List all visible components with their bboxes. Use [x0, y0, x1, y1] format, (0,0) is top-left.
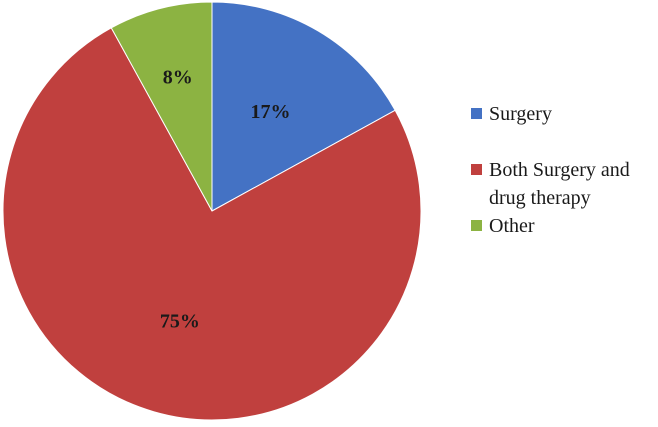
pie-data-labels: 17% 75% 8% — [160, 66, 291, 332]
legend-label-2-line-2: drug therapy — [489, 187, 591, 209]
pie-slice-other — [110, 1, 213, 212]
legend-label-3: Other — [489, 215, 535, 237]
data-label-surgery: 17% — [251, 101, 291, 123]
legend-label-1: Surgery — [489, 103, 552, 125]
legend-swatch-3 — [471, 220, 482, 231]
legend-swatch-2 — [471, 164, 482, 175]
pie-slice-surgery — [211, 1, 396, 212]
pie-slice-both-surgery-and-drug-therapy — [2, 27, 422, 421]
legend-swatch-1 — [471, 108, 482, 119]
data-label-both-surgery-and-drug-therapy: 75% — [160, 310, 200, 332]
pie-slices — [2, 1, 422, 421]
legend-label-2-line-1: Both Surgery and — [489, 159, 630, 181]
data-label-other: 8% — [163, 66, 193, 88]
legend: Surgery Both Surgery and drug therapy Other — [471, 103, 630, 237]
